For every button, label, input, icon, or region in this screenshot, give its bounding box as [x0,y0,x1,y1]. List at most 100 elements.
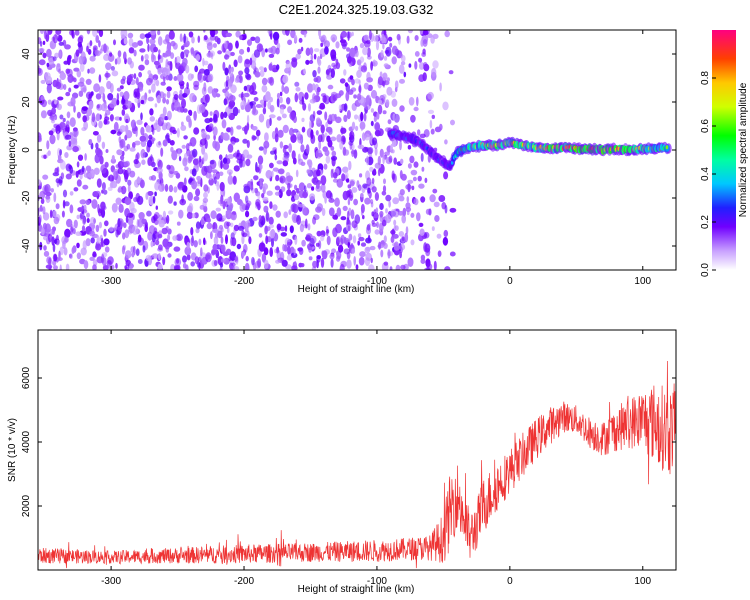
spectrogram-noise-speck [306,169,311,174]
spectrogram-noise-speck [59,122,67,128]
spectrogram-noise-speck [38,59,46,66]
spectrogram-noise-speck [234,256,238,262]
spectrogram-noise-speck [193,110,197,121]
spectrogram-noise-speck [180,125,187,131]
spectrogram-noise-speck [391,45,398,55]
spectrogram-noise-speck [414,51,420,57]
spectrogram-noise-speck [245,210,250,218]
spectrogram-noise-speck [420,254,426,261]
spectrogram-noise-speck [199,204,205,210]
spectrogram-noise-speck [64,134,72,140]
spectrogram-noise-speck [164,183,169,192]
spectrogram-noise-speck [279,96,283,104]
spectrogram-noise-speck [111,155,115,161]
spectrogram-noise-speck [93,167,100,175]
spectrogram-noise-speck [338,104,342,112]
spectrogram-noise-speck [129,60,134,69]
spectrogram-noise-speck [261,84,268,93]
spectrogram-noise-speck [376,221,379,228]
spectrogram-noise-speck [44,183,51,194]
spectrogram-noise-speck [317,66,321,74]
spectrogram-noise-speck [347,31,350,41]
spectrogram-noise-speck [422,30,429,36]
spectrogram-noise-speck [133,159,139,165]
spectrogram-noise-speck [381,219,387,227]
spectrogram-noise-speck [241,234,245,245]
spectrogram-noise-speck [253,175,259,181]
spectrogram-noise-speck [358,236,365,242]
spectrogram-noise-speck [99,155,104,165]
spectrogram-noise-speck [179,89,183,96]
spectrogram-noise-speck [209,160,215,165]
spectrogram-noise-speck [155,239,160,246]
spectrogram-noise-speck [394,86,398,93]
spectrogram-noise-speck [268,216,274,225]
spectrogram-noise-speck [239,158,243,169]
spectrogram-noise-speck [257,203,261,211]
spectrogram-noise-speck [81,225,86,232]
spectrogram-noise-speck [298,247,304,256]
spectrogram-noise-speck [168,30,175,40]
spectrogram-noise-speck [283,86,290,94]
spectrogram-noise-speck [353,198,358,206]
spectrogram-noise-speck [378,241,382,250]
spectrogram-noise-speck [431,114,435,119]
spectrogram-noise-speck [423,231,430,239]
spectrogram-noise-speck [172,235,178,241]
spectrogram-noise-speck [140,179,145,189]
spectrogram-noise-speck [297,133,303,144]
spectrogram-noise-speck [83,260,89,270]
spectrogram-noise-speck [52,34,58,44]
spectrogram-noise-speck [221,244,226,254]
spectrogram-noise-speck [134,140,141,146]
spectrogram-noise-speck [204,69,210,76]
spectrogram-noise-speck [81,87,87,93]
spectrogram-noise-speck [123,161,130,167]
spectrogram-noise-speck [206,165,213,174]
spectrogram-noise-speck [65,163,72,172]
spectrogram-noise-speck [205,134,211,140]
spectrogram-noise-speck [43,245,47,251]
spectrogram-noise-speck [162,39,170,45]
spectrogram-noise-speck [302,205,307,215]
spectrogram-noise-speck [339,78,346,84]
spectrogram-noise-speck [367,187,371,194]
spectrogram-noise-speck [43,250,50,257]
spectrogram-noise-speck [202,197,209,204]
spectrogram-noise-speck [320,42,324,48]
spectrogram-noise-speck [137,218,143,228]
spectrogram-noise-speck [267,47,274,53]
spectrogram-noise-speck [413,161,419,168]
spectrogram-noise-speck [133,73,137,80]
spectrogram-noise-speck [326,235,331,246]
spectrogram-noise-speck [387,119,392,125]
spectrogram-noise-speck [230,126,234,136]
spectrogram-noise-speck [228,95,236,102]
spectrogram-noise-speck [351,121,356,130]
spectrogram-noise-speck [324,111,328,121]
spectrogram-noise-speck [167,210,174,215]
spectrogram-noise-speck [92,264,97,270]
spectrogram-noise-speck [364,257,371,266]
spectrogram-noise-speck [359,251,366,258]
spectrogram-noise-speck [136,195,144,205]
spectrogram-noise-speck [312,260,318,269]
spectrogram-noise-speck [115,197,122,205]
spectrogram-noise-speck [269,201,273,210]
spectrogram-noise-speck [116,56,122,65]
spectrogram-noise-speck [90,216,96,225]
spectrogram-noise-speck [216,181,220,191]
spectrogram-noise-speck [77,41,83,48]
spectrogram-noise-speck [103,53,110,62]
spectrogram-noise-speck [182,108,188,113]
spectrogram-noise-speck [193,195,200,202]
spectrogram-noise-speck [147,96,154,102]
spectrogram-noise-speck [227,196,232,206]
spectrogram-noise-speck [104,246,110,253]
spectrogram-noise-speck [247,39,252,46]
spectrogram-noise-speck [394,80,399,89]
spectrogram-noise-speck [42,174,49,180]
spectrogram-noise-speck [69,117,76,128]
spectrogram-noise-speck [320,234,325,242]
spectrogram-noise-speck [360,242,367,247]
